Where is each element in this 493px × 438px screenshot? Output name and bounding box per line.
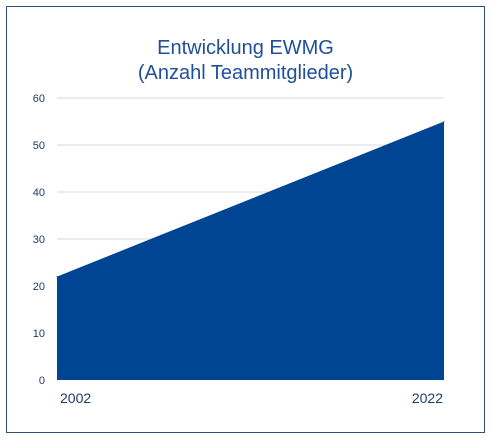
- data-point-2022: [443, 121, 445, 122]
- area-fill: [57, 121, 444, 380]
- y-tick-label: 20: [33, 281, 45, 293]
- y-axis-tick-labels: 0 10 20 30 40 50 60: [33, 93, 45, 387]
- y-tick-label: 40: [33, 187, 45, 199]
- y-tick-label: 50: [33, 140, 45, 152]
- y-tick-label: 60: [33, 93, 45, 105]
- data-point-2002: [56, 276, 58, 278]
- x-axis-category-labels: 2002 2022: [60, 390, 443, 406]
- x-category-label: 2022: [412, 390, 443, 406]
- x-category-label: 2002: [60, 390, 91, 406]
- chart-title-line-1: Entwicklung EWMG: [157, 37, 334, 59]
- y-tick-label: 30: [33, 234, 45, 246]
- y-tick-label: 10: [33, 328, 45, 340]
- area-series: [56, 121, 445, 380]
- y-tick-label: 0: [39, 375, 45, 387]
- chart-title-line-2: (Anzahl Teammitglieder): [137, 62, 354, 84]
